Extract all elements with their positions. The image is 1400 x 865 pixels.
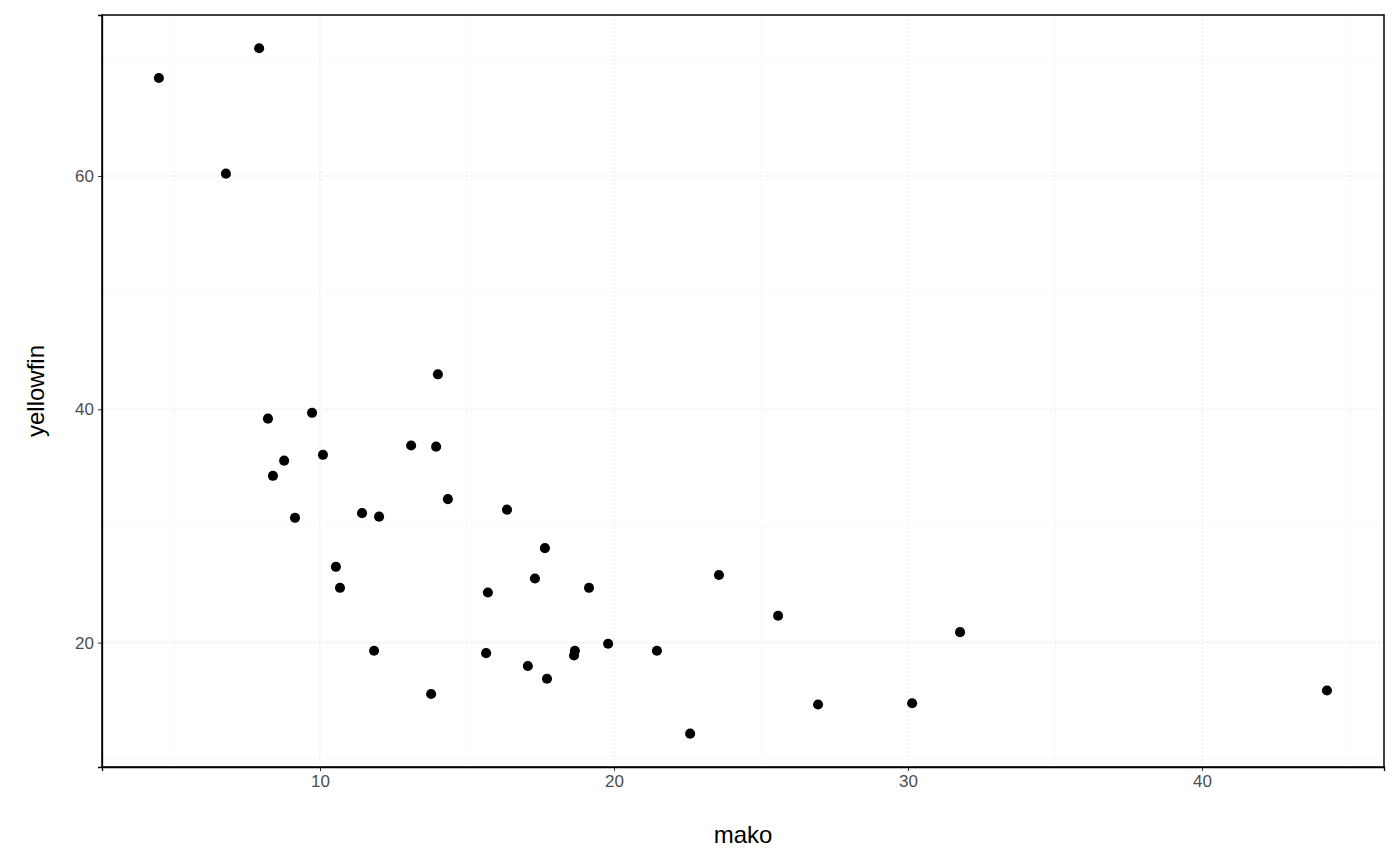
chart: 10 20 30 40 20 40 60 mako yellowfin — [0, 0, 1400, 865]
point — [907, 698, 917, 708]
tick: 40 — [1193, 767, 1212, 791]
grid-line — [1202, 15, 1203, 767]
point — [523, 661, 533, 671]
tick-label: 60 — [75, 167, 94, 186]
point — [406, 440, 416, 450]
minor-grid-line — [102, 759, 1384, 760]
point — [254, 43, 264, 53]
minor-grid-line — [761, 15, 762, 767]
y-axis-title: yellowfin — [22, 345, 49, 437]
grid-line — [320, 15, 321, 767]
point — [279, 456, 289, 466]
grid-line — [102, 175, 1384, 176]
tick-label: 40 — [75, 400, 94, 419]
minor-grid-line — [1055, 15, 1056, 767]
x-axis-title: mako — [714, 821, 773, 848]
point — [542, 674, 552, 684]
minor-grid-line — [102, 525, 1384, 526]
tick: 40 — [75, 400, 102, 419]
grid-line — [908, 15, 909, 767]
axis-line — [103, 768, 1385, 772]
point — [426, 689, 436, 699]
point — [773, 611, 783, 621]
points — [154, 43, 1332, 738]
point — [530, 573, 540, 583]
point — [318, 450, 328, 460]
point — [540, 543, 550, 553]
point — [268, 471, 278, 481]
point — [357, 508, 367, 518]
point — [369, 646, 379, 656]
tick: 10 — [311, 767, 330, 791]
tick-label: 40 — [1193, 772, 1212, 791]
point — [714, 570, 724, 580]
tick: 60 — [75, 167, 102, 186]
minor-grid-line — [102, 292, 1384, 293]
tick-label: 10 — [311, 772, 330, 791]
point — [443, 494, 453, 504]
panel-border — [102, 15, 1384, 767]
minor-grid-line — [173, 15, 174, 767]
point — [570, 646, 580, 656]
point — [502, 505, 512, 515]
grid — [102, 15, 1384, 767]
point — [813, 699, 823, 709]
point — [290, 513, 300, 523]
point — [307, 408, 317, 418]
grid-line — [102, 409, 1384, 410]
tick-label: 20 — [75, 634, 94, 653]
point — [481, 648, 491, 658]
point — [603, 639, 613, 649]
point — [221, 169, 231, 179]
tick-label: 20 — [605, 772, 624, 791]
minor-grid-line — [102, 59, 1384, 60]
plot: 10 20 30 40 20 40 60 — [75, 15, 1384, 791]
y-axis: 20 40 60 — [75, 16, 102, 768]
tick: 20 — [75, 634, 102, 653]
point — [335, 583, 345, 593]
point — [1322, 685, 1332, 695]
point — [652, 646, 662, 656]
tick: 30 — [899, 767, 918, 791]
point — [154, 73, 164, 83]
point — [433, 369, 443, 379]
point — [483, 587, 493, 597]
grid-line — [614, 15, 615, 767]
minor-grid-line — [1349, 15, 1350, 767]
point — [685, 729, 695, 739]
point — [374, 512, 384, 522]
tick-label: 30 — [899, 772, 918, 791]
x-axis: 10 20 30 40 — [103, 767, 1385, 791]
tick: 20 — [605, 767, 624, 791]
minor-grid-line — [467, 15, 468, 767]
point — [331, 562, 341, 572]
grid-line — [102, 642, 1384, 643]
point — [263, 414, 273, 424]
point — [431, 442, 441, 452]
point — [955, 627, 965, 637]
point — [584, 583, 594, 593]
